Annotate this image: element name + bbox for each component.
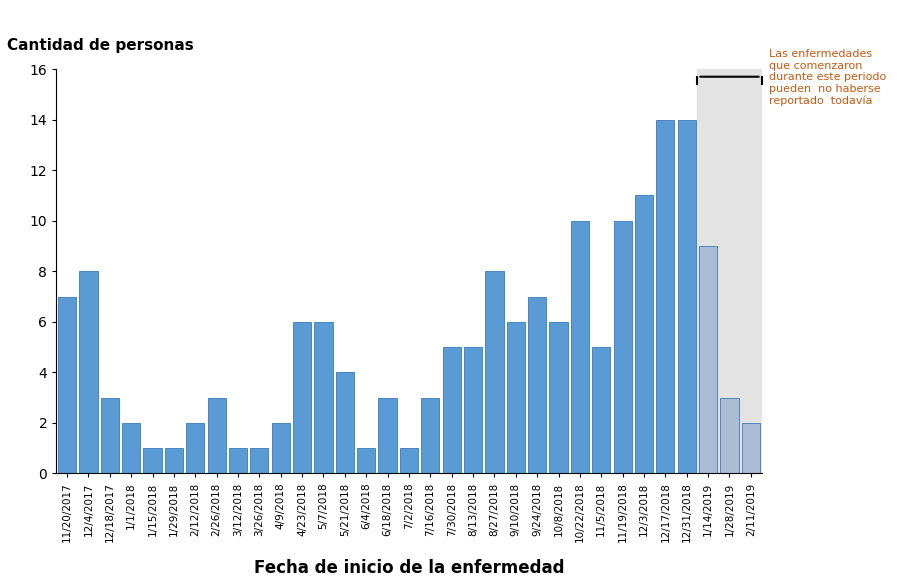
X-axis label: Fecha de inicio de la enfermedad: Fecha de inicio de la enfermedad bbox=[253, 559, 564, 577]
Bar bbox=[271, 423, 290, 474]
Bar bbox=[229, 448, 247, 474]
Bar bbox=[592, 347, 610, 474]
Bar bbox=[742, 423, 760, 474]
Bar bbox=[421, 398, 439, 474]
Bar bbox=[336, 373, 353, 474]
Bar bbox=[165, 448, 183, 474]
Bar bbox=[314, 322, 333, 474]
Bar bbox=[378, 398, 396, 474]
Bar bbox=[400, 448, 418, 474]
Text: Cantidad de personas: Cantidad de personas bbox=[7, 38, 194, 53]
Bar bbox=[186, 423, 204, 474]
Bar bbox=[208, 398, 226, 474]
Bar bbox=[678, 120, 696, 474]
Bar bbox=[143, 448, 161, 474]
Bar bbox=[699, 246, 717, 474]
Bar bbox=[122, 423, 140, 474]
Bar bbox=[58, 297, 77, 474]
Bar bbox=[101, 398, 118, 474]
Bar bbox=[293, 322, 312, 474]
Bar bbox=[357, 448, 375, 474]
Text: Las enfermedades
que comenzaron
durante este periodo
pueden  no haberse
reportad: Las enfermedades que comenzaron durante … bbox=[769, 49, 885, 106]
Bar bbox=[464, 347, 482, 474]
Bar bbox=[721, 398, 739, 474]
Bar bbox=[251, 448, 269, 474]
Bar bbox=[656, 120, 674, 474]
Bar bbox=[613, 221, 631, 474]
Bar bbox=[443, 347, 461, 474]
Bar bbox=[635, 196, 653, 474]
Bar bbox=[698, 69, 762, 474]
Bar bbox=[571, 221, 589, 474]
Bar bbox=[528, 297, 547, 474]
Bar bbox=[486, 272, 504, 474]
Bar bbox=[79, 272, 97, 474]
Bar bbox=[549, 322, 568, 474]
Bar bbox=[507, 322, 525, 474]
